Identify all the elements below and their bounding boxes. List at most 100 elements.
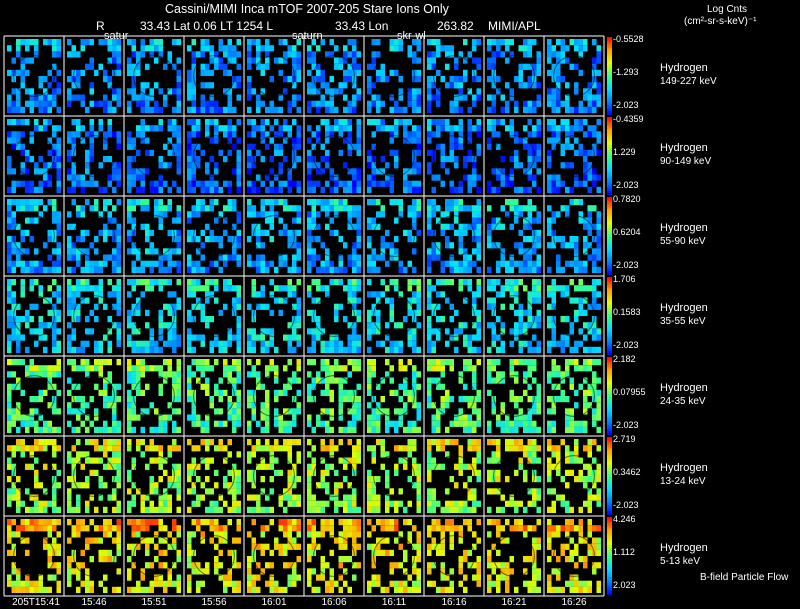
colorbar-tick-label: -0.4359: [613, 114, 644, 124]
heatmap-panel: [367, 119, 421, 193]
colorbar-tick-label: -2.023: [613, 500, 639, 510]
planet-outline: [493, 135, 535, 177]
species-label: Hydrogen: [660, 142, 708, 154]
heatmap-panel: [67, 439, 121, 513]
planet-outline: [253, 55, 295, 97]
heatmap-panel: [427, 279, 481, 353]
planet-outline: [373, 535, 415, 577]
planet-outline: [193, 455, 235, 497]
heatmap-panel: [487, 39, 541, 113]
time-tick-label: 15:56: [201, 597, 227, 608]
heatmap-panel: [187, 199, 241, 273]
planet-outline: [493, 295, 535, 337]
heatmap-panel: [487, 279, 541, 353]
heatmap-panel: [127, 439, 181, 513]
planet-outline: [313, 135, 355, 177]
source-label: MIMI/APL: [488, 19, 541, 33]
heatmap-panel: [187, 439, 241, 513]
time-tick-label: 16:11: [381, 597, 407, 608]
lon-info: 33.43 Lon: [335, 19, 389, 33]
chart-title: Cassini/MIMI Inca mTOF 2007-205 Stare Io…: [165, 2, 449, 16]
colorbar-tick-label: 2.023: [613, 580, 636, 590]
heatmap-panel: [7, 279, 61, 353]
planet-outline: [193, 55, 235, 97]
heatmap-panel: [367, 199, 421, 273]
colorbar: [607, 357, 612, 435]
energy-range-label: 5-13 keV: [660, 556, 701, 567]
heatmap-panel: [187, 39, 241, 113]
planet-outline: [253, 295, 295, 337]
heatmap-panel: [367, 439, 421, 513]
heatmap-panel: [547, 119, 601, 193]
heatmap-panel: [7, 119, 61, 193]
heatmap-panel: [487, 359, 541, 433]
units-title: Log Cnts: [707, 4, 748, 15]
heatmap-panel: [67, 39, 121, 113]
planet-outline: [253, 215, 295, 257]
planet-outline: [433, 375, 475, 417]
time-tick-label: 16:16: [441, 597, 467, 608]
energy-range-label: 35-55 keV: [660, 316, 706, 327]
planet-outline: [193, 135, 235, 177]
planet-outline: [433, 135, 475, 177]
planet-outline: [73, 55, 115, 97]
colorbar: [607, 197, 612, 275]
energy-range-label: 13-24 keV: [660, 476, 706, 487]
planet-outline: [133, 215, 175, 257]
heatmap-panel: [7, 199, 61, 273]
colorbar-tick-label: 0.6204: [613, 227, 641, 237]
heatmap-panel: [187, 119, 241, 193]
colorbar: [607, 37, 612, 115]
planet-outline: [553, 135, 595, 177]
heatmap-panel: [547, 439, 601, 513]
planet-outline: [13, 295, 55, 337]
planet-outline: [13, 535, 55, 577]
planet-outline: [433, 535, 475, 577]
colorbar: [607, 117, 612, 195]
energy-range-label: 24-35 keV: [660, 396, 706, 407]
colorbar-tick-label: -2.023: [613, 260, 639, 270]
heatmap-panel: [427, 39, 481, 113]
time-tick-label: 205T15:41: [12, 597, 60, 608]
time-tick-label: 16:06: [321, 597, 347, 608]
planet-outline: [433, 215, 475, 257]
planet-outline: [553, 375, 595, 417]
planet-outline: [373, 295, 415, 337]
energy-range-label: 149-227 keV: [660, 76, 717, 87]
colorbar-tick-label: -1.293: [613, 67, 639, 77]
time-tick-label: 15:46: [81, 597, 107, 608]
planet-outline: [553, 215, 595, 257]
planet-outline: [253, 455, 295, 497]
heatmap-panel: [7, 39, 61, 113]
planet-outline: [133, 535, 175, 577]
heatmap-panel: [67, 519, 121, 593]
planet-outline: [193, 215, 235, 257]
planet-outline: [73, 215, 115, 257]
colorbar: [607, 277, 612, 355]
energy-range-label: 90-149 keV: [660, 156, 712, 167]
heatmap-panel: [487, 439, 541, 513]
planet-outline: [133, 135, 175, 177]
planet-outline: [73, 535, 115, 577]
planet-outline: [133, 295, 175, 337]
planet-outline: [313, 375, 355, 417]
planet-outline: [373, 135, 415, 177]
planet-outline: [313, 535, 355, 577]
colorbar-tick-label: 4.246: [613, 514, 636, 524]
planet-outline: [253, 375, 295, 417]
heatmap-panel: [367, 519, 421, 593]
heatmap-panel: [427, 359, 481, 433]
heatmap-panel: [67, 279, 121, 353]
heatmap-panel: [247, 279, 301, 353]
planet-outline: [253, 135, 295, 177]
heatmap-panel: [367, 39, 421, 113]
heatmap-panel: [307, 359, 361, 433]
colorbar-tick-label: -2.023: [613, 340, 639, 350]
planet-outline: [13, 375, 55, 417]
planet-outline: [553, 535, 595, 577]
planet-outline: [133, 55, 175, 97]
heatmap-panel: [187, 519, 241, 593]
heatmap-panel: [247, 39, 301, 113]
heatmap-panel: [427, 199, 481, 273]
